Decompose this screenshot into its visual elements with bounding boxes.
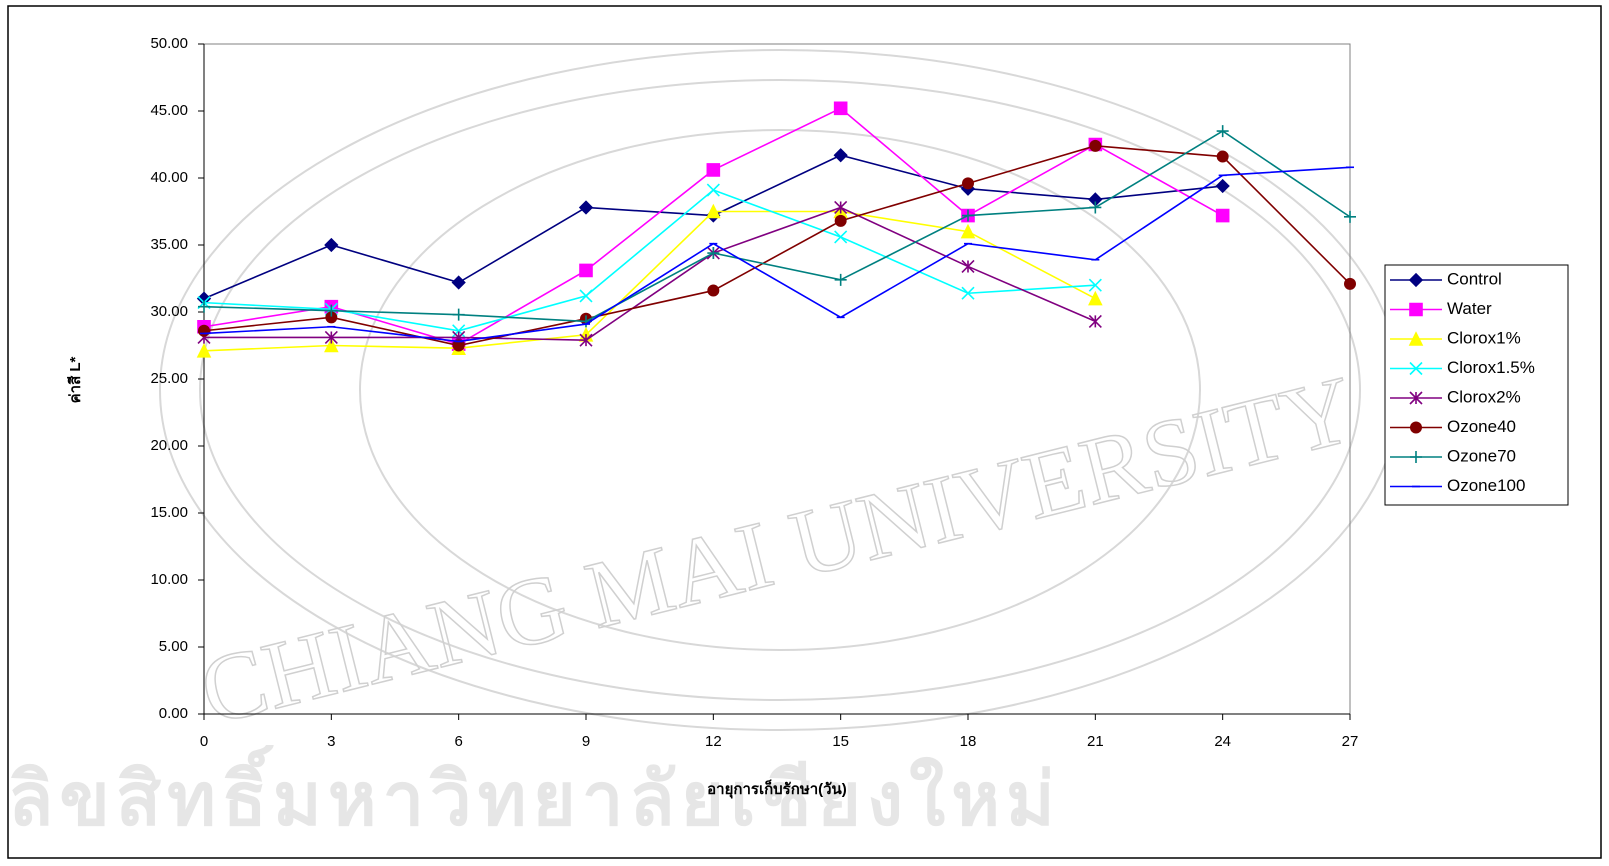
- marker: [1410, 304, 1422, 316]
- marker: [1410, 422, 1422, 434]
- marker: [1217, 151, 1229, 163]
- marker: [835, 215, 847, 227]
- marker: [835, 102, 847, 114]
- marker: [707, 285, 719, 297]
- marker: [962, 177, 974, 189]
- legend-label: Clorox2%: [1447, 387, 1521, 406]
- x-axis-label: อายุการเก็บรักษา(วัน): [707, 779, 847, 799]
- legend-label: Clorox1%: [1447, 328, 1521, 347]
- x-tick-label: 6: [454, 733, 462, 750]
- marker: [1344, 278, 1356, 290]
- marker: [1217, 210, 1229, 222]
- y-tick-label: 35.00: [150, 236, 188, 253]
- legend-label: Ozone100: [1447, 476, 1525, 495]
- marker: [707, 164, 719, 176]
- x-tick-label: 12: [705, 733, 722, 750]
- x-tick-label: 9: [582, 733, 590, 750]
- y-tick-label: 30.00: [150, 303, 188, 320]
- legend-label: Ozone40: [1447, 417, 1516, 436]
- x-tick-label: 21: [1087, 733, 1104, 750]
- marker: [580, 264, 592, 276]
- x-tick-label: 3: [327, 733, 335, 750]
- x-tick-label: 18: [960, 733, 977, 750]
- y-tick-label: 5.00: [159, 638, 188, 655]
- y-tick-label: 15.00: [150, 504, 188, 521]
- legend-label: Clorox1.5%: [1447, 358, 1535, 377]
- footer-watermark: ลิขสิทธิ์มหาวิทยาลัยเชียงใหม่: [8, 745, 1061, 841]
- y-tick-label: 50.00: [150, 35, 188, 52]
- x-tick-label: 15: [832, 733, 849, 750]
- x-tick-label: 0: [200, 733, 208, 750]
- marker: [1089, 140, 1101, 152]
- x-tick-label: 24: [1214, 733, 1231, 750]
- y-tick-label: 40.00: [150, 169, 188, 186]
- legend-label: Water: [1447, 299, 1492, 318]
- marker: [198, 325, 210, 337]
- y-tick-label: 25.00: [150, 370, 188, 387]
- y-tick-label: 20.00: [150, 437, 188, 454]
- y-tick-label: 10.00: [150, 571, 188, 588]
- y-axis-label: ค่าสี L*: [67, 356, 84, 403]
- y-tick-label: 0.00: [159, 705, 188, 722]
- legend-label: Control: [1447, 269, 1502, 288]
- legend-label: Ozone70: [1447, 446, 1516, 465]
- chart: CHIANG MAI UNIVERSITY ลิขสิทธิ์มหาวิทยาล…: [0, 0, 1609, 866]
- x-tick-label: 27: [1342, 733, 1359, 750]
- y-tick-label: 45.00: [150, 102, 188, 119]
